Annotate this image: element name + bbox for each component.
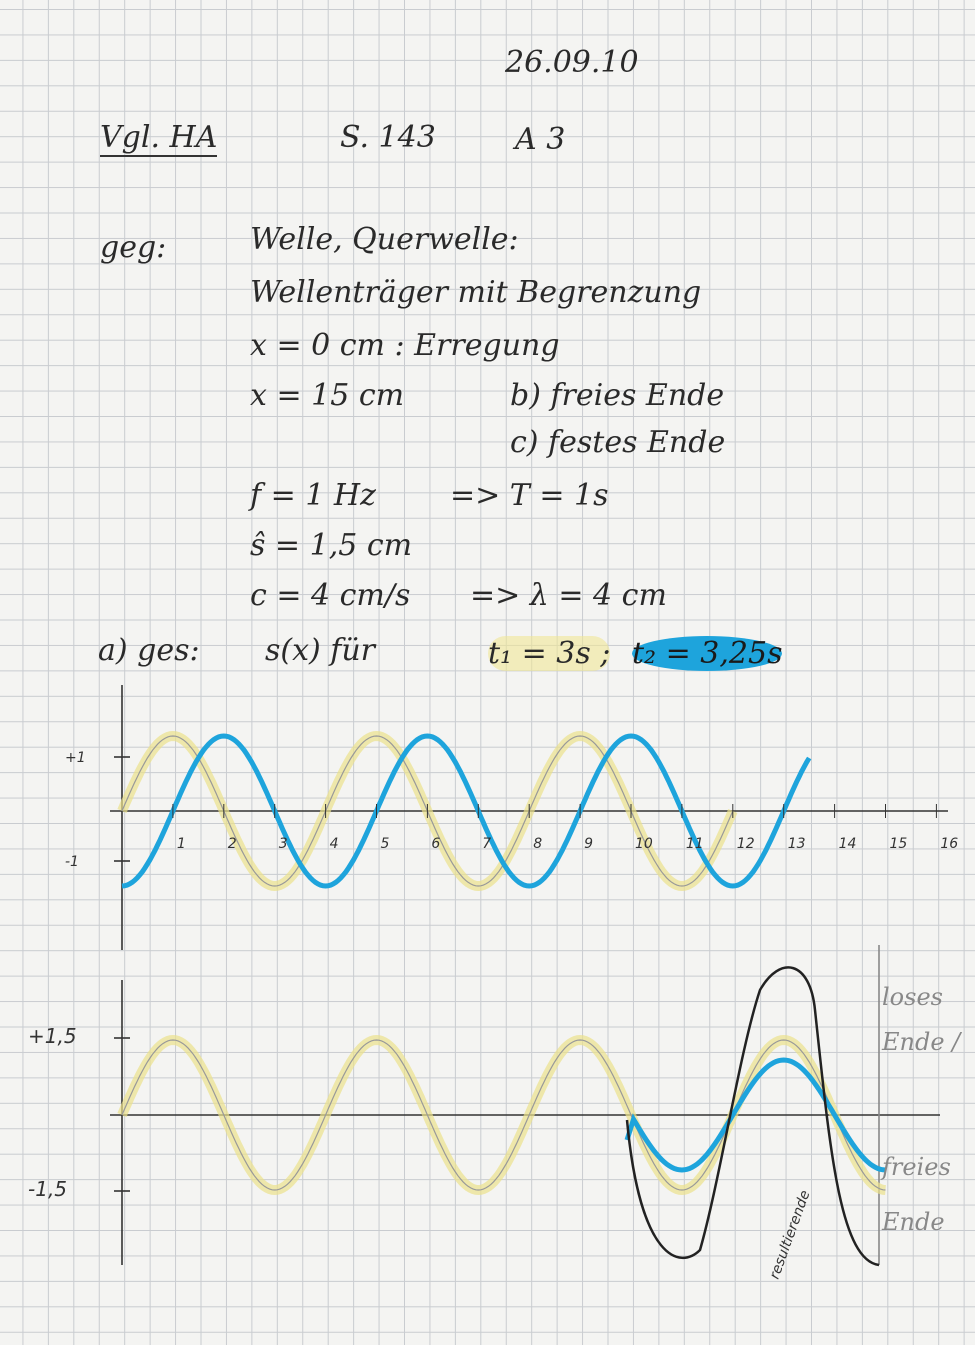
t1: t₁ = 3s ; [488, 636, 611, 671]
y-tick-label: +1,5 [28, 1024, 77, 1048]
curves [117, 730, 886, 1267]
x-tick-label: 4 [330, 836, 339, 852]
x-tick-label: 5 [381, 836, 390, 852]
x-tick-label: 13 [788, 836, 806, 852]
wanted-label: a) ges: [98, 633, 200, 668]
t2-text: t₂ = 3,25s [632, 636, 783, 671]
x-tick-label: 11 [686, 836, 704, 852]
given-line: => λ = 4 cm [470, 578, 667, 613]
given-label: geg: [100, 230, 167, 265]
wave-t2 [121, 733, 812, 889]
given-line: Wellenträger mit Begrenzung [250, 275, 702, 310]
given-line: c) festes Ende [510, 425, 726, 460]
date: 26.09.10 [505, 45, 639, 80]
x-tick-label: 7 [482, 836, 491, 852]
graph2-axes [110, 945, 940, 1265]
ref: Vgl. HA [100, 120, 218, 157]
annotation: resultierende [767, 1188, 814, 1281]
wave-incoming-pencil [121, 1039, 886, 1191]
t2: t₂ = 3,25s [632, 636, 783, 671]
page-ref: S. 143 [340, 120, 436, 155]
x-tick-label: 16 [940, 836, 958, 852]
task: A 3 [515, 122, 566, 157]
y-tick-label: -1 [65, 854, 79, 870]
x-tick-label: 9 [584, 836, 593, 852]
annotation: loses Ende / [882, 983, 961, 1056]
given-line: b) freies Ende [510, 378, 725, 413]
x-tick-label: 10 [635, 836, 653, 852]
given-line: x = 0 cm : Erregung [250, 328, 560, 363]
wanted-text: s(x) für [265, 633, 376, 668]
given-line: f = 1 Hz [250, 478, 376, 513]
x-tick-label: 3 [279, 836, 288, 852]
x-tick-label: 8 [533, 836, 542, 852]
y-tick-label: +1 [65, 750, 86, 766]
wave-resulting [625, 966, 880, 1267]
x-tick-label: 6 [431, 836, 440, 852]
given-line: => T = 1s [450, 478, 609, 513]
x-tick-label: 12 [737, 836, 755, 852]
wave-reflected [624, 1057, 886, 1173]
x-tick-label: 1 [177, 836, 186, 852]
given-line: x = 15 cm [250, 378, 405, 413]
y-tick-label: -1,5 [28, 1177, 67, 1201]
x-tick-label: 15 [890, 836, 908, 852]
given-line: c = 4 cm/s [250, 578, 411, 613]
x-tick-label: 2 [228, 836, 237, 852]
x-tick-label: 14 [839, 836, 857, 852]
given-line: Welle, Querwelle: [250, 222, 519, 257]
annotation: freies Ende [882, 1153, 951, 1236]
given-line: ŝ = 1,5 cm [250, 528, 413, 563]
